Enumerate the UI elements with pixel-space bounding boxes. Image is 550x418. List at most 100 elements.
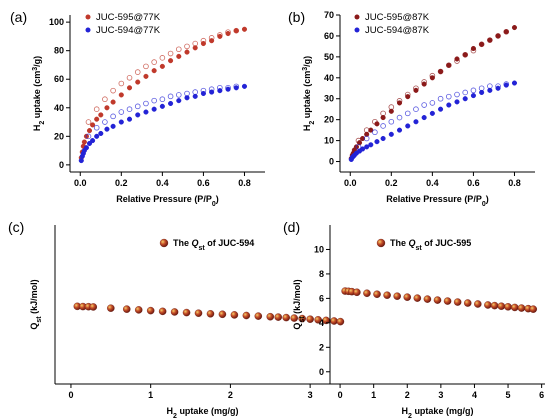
- y-tick-label: 8: [319, 269, 324, 279]
- data-point: [404, 110, 411, 117]
- data-point: [368, 142, 374, 148]
- legend-label: JUC-595@87K: [365, 12, 430, 23]
- data-point: [380, 115, 386, 121]
- data-point: [462, 89, 469, 96]
- data-point: [217, 84, 223, 91]
- data-point: [372, 118, 378, 125]
- data-point: [168, 100, 174, 107]
- data-point: [336, 317, 345, 326]
- data-point: [429, 110, 435, 116]
- chart-panel-b: (b) 0.0 0.2 0.4 0.6 0.8 0 10 20 30 40 50 60 70 Relativ…: [288, 9, 535, 208]
- data-point: [143, 73, 149, 79]
- x-tick-label: 5: [506, 390, 511, 400]
- data-point: [225, 84, 231, 91]
- data-point: [298, 314, 306, 323]
- x-tick-label: 3: [438, 390, 443, 400]
- data-point: [388, 131, 394, 137]
- y-tick-label: 50: [324, 52, 334, 62]
- x-tick-label: 6: [539, 390, 544, 400]
- data-point: [98, 112, 104, 118]
- data-point: [143, 109, 149, 115]
- data-point: [241, 83, 248, 89]
- y-axis-label: H2 uptake (cm3/g): [32, 56, 46, 131]
- data-point: [353, 288, 361, 297]
- data-point: [94, 133, 100, 139]
- data-point: [490, 301, 499, 310]
- x-axis-label: H2 uptake (mg/g): [167, 406, 239, 418]
- data-point: [94, 116, 100, 122]
- data-point: [192, 40, 199, 47]
- data-point: [462, 96, 468, 102]
- x-axis-label: H2 uptake (mg/g): [402, 406, 474, 418]
- data-point: [242, 311, 251, 320]
- data-point: [404, 91, 411, 98]
- data-point: [206, 310, 215, 318]
- data-point: [167, 50, 174, 57]
- data-point: [176, 53, 182, 59]
- data-point: [529, 305, 537, 313]
- data-point: [134, 306, 143, 314]
- data-point: [134, 103, 141, 110]
- data-point: [355, 144, 362, 150]
- data-point: [462, 51, 469, 58]
- legend-label: The Qst of JUC-595: [390, 238, 471, 252]
- x-tick-label: 2: [405, 390, 410, 400]
- data-point: [89, 303, 98, 311]
- x-axis-label: Relative Pressure (P/P0): [386, 194, 488, 208]
- legend-label: JUC-594@77K: [96, 25, 161, 36]
- legend-marker: [376, 238, 386, 248]
- x-axis-label: Relative Pressure (P/P0): [116, 194, 218, 208]
- legend-label: JUC-595@77K: [96, 12, 161, 23]
- data-point: [86, 140, 93, 147]
- data-point: [98, 130, 104, 137]
- data-point: [104, 126, 110, 132]
- data-point: [497, 302, 506, 310]
- y-tick-label: 20: [324, 115, 334, 125]
- data-point: [85, 133, 92, 140]
- data-point: [200, 90, 206, 97]
- data-point: [405, 123, 411, 129]
- data-point: [282, 313, 290, 322]
- x-tick-label: 0: [68, 390, 73, 400]
- data-point: [438, 106, 444, 112]
- data-point: [184, 43, 190, 50]
- data-point: [110, 113, 116, 120]
- data-point: [470, 47, 477, 54]
- data-point: [396, 114, 403, 121]
- data-point: [118, 92, 124, 98]
- data-point: [421, 102, 427, 108]
- data-point: [454, 58, 460, 64]
- data-point: [158, 307, 167, 316]
- data-point: [217, 88, 223, 94]
- data-point: [102, 96, 108, 103]
- data-point: [126, 106, 133, 112]
- data-point: [463, 299, 472, 307]
- data-point: [230, 311, 239, 319]
- data-point: [511, 303, 519, 312]
- data-point: [192, 45, 198, 51]
- data-point: [437, 95, 444, 102]
- legend-marker: [85, 27, 91, 33]
- data-point: [355, 137, 362, 144]
- data-point: [374, 139, 380, 145]
- x-tick-label: 1: [371, 390, 376, 400]
- data-point: [182, 308, 191, 317]
- y-tick-label: 30: [324, 94, 334, 104]
- legend-marker: [159, 238, 169, 248]
- x-tick-label: 0.2: [115, 178, 128, 188]
- data-point: [135, 79, 141, 85]
- data-point: [200, 37, 207, 44]
- data-point: [511, 80, 518, 86]
- data-point: [90, 122, 96, 128]
- data-point: [454, 99, 460, 105]
- legend-label: JUC-594@87K: [365, 25, 430, 36]
- data-point: [175, 92, 182, 98]
- x-tick-label: 0.2: [385, 178, 398, 188]
- x-tick-label: 0.4: [426, 178, 439, 188]
- data-point: [372, 129, 378, 136]
- data-point: [314, 316, 322, 324]
- data-point: [192, 89, 199, 95]
- data-point: [487, 37, 493, 43]
- data-point: [330, 317, 338, 325]
- data-point: [503, 28, 510, 35]
